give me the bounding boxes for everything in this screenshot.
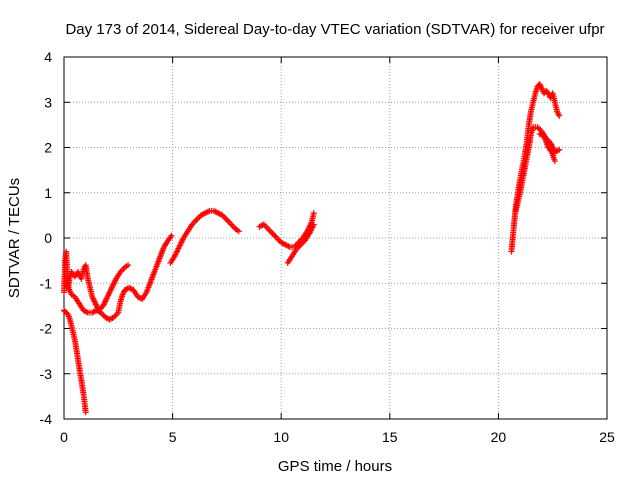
data-point bbox=[551, 158, 558, 165]
data-point bbox=[556, 146, 563, 153]
y-tick-label: 0 bbox=[44, 230, 52, 246]
y-tick-label: -1 bbox=[40, 275, 53, 291]
x-axis-label: GPS time / hours bbox=[278, 458, 392, 475]
data-marks bbox=[61, 81, 563, 416]
grid bbox=[64, 57, 607, 419]
data-point bbox=[310, 210, 317, 217]
data-point bbox=[82, 409, 89, 416]
chart-title: Day 173 of 2014, Sidereal Day-to-day VTE… bbox=[65, 21, 604, 38]
y-tick-label: 3 bbox=[44, 94, 52, 110]
x-tick-label: 20 bbox=[491, 429, 507, 445]
y-tick-label: 2 bbox=[44, 140, 52, 156]
data-point bbox=[125, 262, 132, 269]
x-tick-label: 15 bbox=[382, 429, 398, 445]
x-tick-label: 25 bbox=[599, 429, 615, 445]
y-tick-label: 4 bbox=[44, 49, 52, 65]
data-point bbox=[310, 221, 317, 228]
x-tick-label: 5 bbox=[169, 429, 177, 445]
y-tick-label: -4 bbox=[40, 411, 53, 427]
y-tick-label: 1 bbox=[44, 185, 52, 201]
x-tick-label: 0 bbox=[60, 429, 68, 445]
y-tick-label: -2 bbox=[40, 321, 53, 337]
y-axis-label: SDTVAR / TECUs bbox=[6, 178, 23, 298]
ticks: 0 5 10 15 20 25 -4 -3 -2 -1 0 1 2 3 4 bbox=[40, 49, 615, 445]
data-point bbox=[235, 228, 242, 235]
y-tick-label: -3 bbox=[40, 366, 53, 382]
data-point bbox=[556, 112, 563, 119]
data-point bbox=[168, 232, 175, 239]
plot-frame bbox=[63, 56, 608, 420]
x-tick-label: 10 bbox=[273, 429, 289, 445]
